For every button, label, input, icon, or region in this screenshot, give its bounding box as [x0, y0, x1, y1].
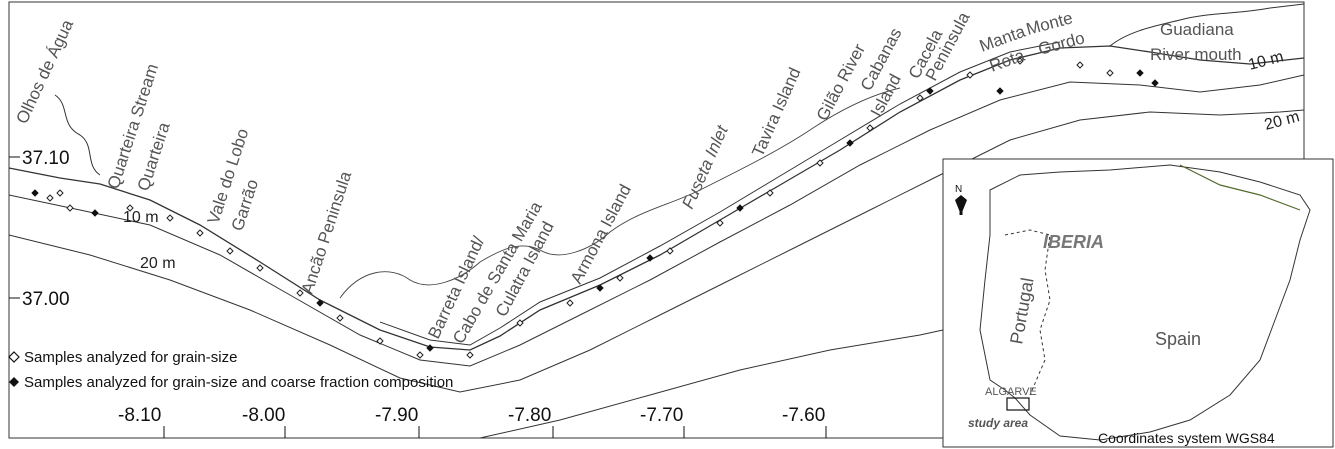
sample-filled [426, 344, 434, 352]
label-ancao-peninsula: Ancão Peninsula [298, 168, 356, 296]
iberia-label: IBERIA [1043, 232, 1104, 252]
sample-open [616, 274, 624, 282]
study-area-box [1006, 397, 1030, 411]
sample-filled [926, 87, 934, 95]
lon-label-7-80: -7.80 [508, 405, 551, 426]
sample-filled [736, 204, 744, 212]
sample-open [1106, 69, 1114, 77]
spain-label: Spain [1155, 329, 1201, 349]
inset-map: N IBERIA Portugal Spain ALGARVE study ar… [942, 158, 1334, 448]
stream-line [54, 94, 101, 176]
lon-label-7-90: -7.90 [375, 405, 418, 426]
portugal-border [1004, 229, 1051, 396]
lat-label-37-10: 37.10 [22, 148, 70, 169]
label-river-mouth: River mouth [1150, 45, 1242, 64]
sample-open [56, 189, 64, 197]
sample-filled [31, 189, 39, 197]
sample-open [416, 351, 424, 359]
algarve-label: ALGARVE [985, 386, 1037, 398]
lon-label-7-60: -7.60 [782, 405, 825, 426]
lat-label-37-00: 37.00 [22, 289, 70, 310]
legend-open-label: Samples analyzed for grain-size [24, 349, 237, 366]
sample-filled [91, 209, 99, 217]
legend: Samples analyzed for grain-size Samples … [8, 349, 453, 391]
legend-open-diamond-icon [8, 351, 20, 363]
sample-open [466, 351, 474, 359]
sample-open [66, 204, 74, 212]
sample-open [196, 229, 204, 237]
sample-open [566, 299, 574, 307]
sample-open [126, 204, 134, 212]
sample-open [166, 214, 174, 222]
sample-open [1076, 61, 1084, 69]
lon-label-8-10: -8.10 [118, 405, 161, 426]
lon-ticks [163, 426, 827, 438]
sample-filled [1151, 79, 1159, 87]
sample-open [916, 94, 924, 102]
sample-open [336, 314, 344, 322]
label-fuseta-inlet: Fuseta Inlet [678, 122, 732, 212]
sample-open [46, 194, 54, 202]
sample-filled [1136, 69, 1144, 77]
legend-filled-diamond-icon [9, 377, 19, 387]
iberia-outline [979, 164, 1311, 441]
study-area-label: study area [968, 416, 1028, 430]
sample-filled [316, 299, 324, 307]
sample-filled [646, 254, 654, 262]
barrier-island-line [379, 41, 1061, 346]
open-diamond-samples [46, 57, 1114, 359]
filled-diamond-samples [31, 69, 1159, 352]
mainland-coastline [8, 45, 1305, 351]
isobath-label-10m-west: 10 m [123, 209, 159, 226]
sample-open [516, 319, 524, 327]
lon-label-7-70: -7.70 [640, 405, 683, 426]
sample-open [376, 337, 384, 345]
label-tavira-island: Tavira Island [748, 65, 804, 160]
guadiana-river [1109, 3, 1305, 47]
lon-label-8-00: -8.00 [242, 405, 285, 426]
sample-filled [996, 87, 1004, 95]
france-border [1179, 164, 1301, 211]
isobath-deep [479, 329, 944, 439]
sample-open [1016, 57, 1024, 65]
isobath-20m [8, 109, 1305, 393]
sample-open [866, 124, 874, 132]
coords-note: Coordinates system WGS84 [1098, 430, 1275, 446]
label-olhos-de-agua: Olhos de Água [12, 16, 77, 126]
sample-open [966, 71, 974, 79]
isobath-label-10m-east: 10 m [1247, 48, 1286, 74]
sample-open [256, 264, 264, 272]
sample-filled [846, 139, 854, 147]
north-label: N [955, 184, 962, 195]
lagoon-channels [339, 87, 901, 299]
label-armona-island: Armona Island [567, 181, 635, 287]
sample-open [226, 247, 234, 255]
sample-open [666, 247, 674, 255]
sample-filled [596, 284, 604, 292]
legend-filled-label: Samples analyzed for grain-size and coar… [24, 374, 453, 391]
sample-open [296, 289, 304, 297]
sample-open [766, 189, 774, 197]
sample-open [816, 159, 824, 167]
isobath-10m [8, 74, 1305, 367]
isobath-label-20m-west: 20 m [140, 255, 176, 272]
label-guadiana: Guadiana [1160, 20, 1234, 39]
sample-open [716, 219, 724, 227]
